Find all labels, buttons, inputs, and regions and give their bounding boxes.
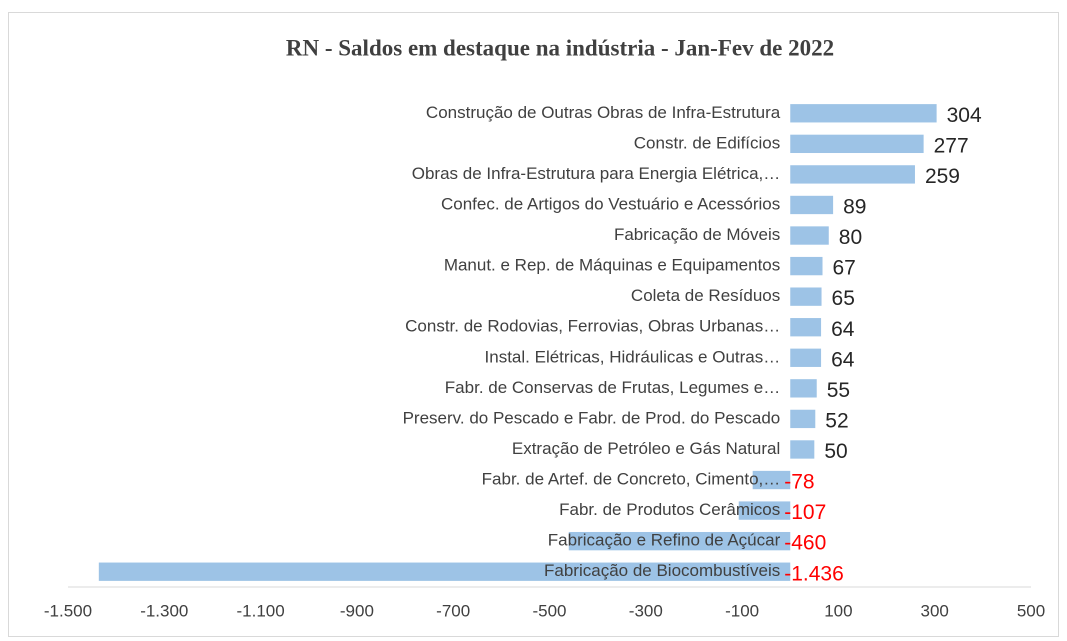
value-label: 67: [833, 257, 856, 280]
category-label: Obras de Infra-Estrutura para Energia El…: [412, 164, 781, 183]
bar: [790, 318, 822, 337]
x-tick-label: -900: [340, 601, 374, 620]
value-label: -107: [784, 501, 826, 524]
category-label: Constr. de Edifícios: [634, 133, 780, 152]
category-label: Coleta de Resíduos: [631, 286, 780, 305]
value-label: 259: [925, 165, 960, 188]
x-tick-label: -100: [725, 601, 759, 620]
category-label: Constr. de Rodovias, Ferrovias, Obras Ur…: [405, 317, 780, 336]
x-tick-label: 100: [824, 601, 852, 620]
category-label: Manut. e Rep. de Máquinas e Equipamentos: [444, 256, 780, 275]
value-label: 52: [825, 409, 848, 432]
category-label: Instal. Elétricas, Hidráulicas e Outras…: [485, 347, 781, 366]
category-label: Fabr. de Artef. de Concreto, Cimento,…: [482, 470, 781, 489]
x-tick-label: -300: [629, 601, 663, 620]
bar: [790, 104, 937, 123]
bar: [790, 287, 822, 306]
value-label: 64: [831, 348, 855, 371]
category-label: Fabricação de Móveis: [614, 225, 780, 244]
category-label: Preserv. do Pescado e Fabr. de Prod. do …: [403, 408, 781, 427]
value-label: 80: [839, 226, 862, 249]
category-label: Fabricação e Refino de Açúcar: [548, 531, 781, 550]
value-label: -1.436: [784, 562, 844, 585]
value-label: 65: [832, 287, 855, 310]
bar: [752, 470, 791, 490]
x-tick-label: -1.100: [236, 601, 284, 620]
bar: [790, 379, 817, 398]
value-label: 89: [843, 196, 866, 219]
x-tick-label: -1.500: [44, 601, 92, 620]
x-tick-label: -700: [436, 601, 470, 620]
category-label: Fabr. de Conservas de Frutas, Legumes e…: [445, 378, 780, 397]
category-label: Extração de Petróleo e Gás Natural: [512, 439, 780, 458]
value-label: 50: [824, 440, 847, 463]
value-label: 64: [831, 318, 855, 341]
x-tick-label: -500: [532, 601, 566, 620]
value-label: -460: [784, 532, 826, 555]
category-label: Fabricação de Biocombustíveis: [544, 561, 780, 580]
bar: [790, 226, 829, 245]
bar: [790, 440, 815, 459]
bar: [790, 134, 924, 154]
category-label: Fabr. de Produtos Cerâmicos: [559, 500, 780, 519]
value-label: 55: [827, 379, 850, 402]
value-label: 277: [934, 134, 969, 157]
bar: [790, 256, 823, 276]
chart-title: RN - Saldos em destaque na indústria - J…: [286, 35, 834, 60]
x-tick-label: -1.300: [140, 601, 188, 620]
bar: [568, 531, 791, 551]
category-label: Construção de Outras Obras de Infra-Estr…: [426, 103, 781, 122]
bar: [790, 195, 834, 215]
value-label: -78: [784, 471, 814, 494]
category-label: Confec. de Artigos do Vestuário e Acessó…: [441, 194, 780, 213]
bar: [738, 501, 791, 520]
x-tick-label: 500: [1017, 601, 1045, 620]
bar: [98, 562, 791, 581]
value-label: 304: [947, 104, 982, 127]
bar: [790, 348, 822, 367]
bar: [790, 165, 915, 184]
x-tick-label: 300: [921, 601, 949, 620]
bar: [790, 409, 816, 429]
